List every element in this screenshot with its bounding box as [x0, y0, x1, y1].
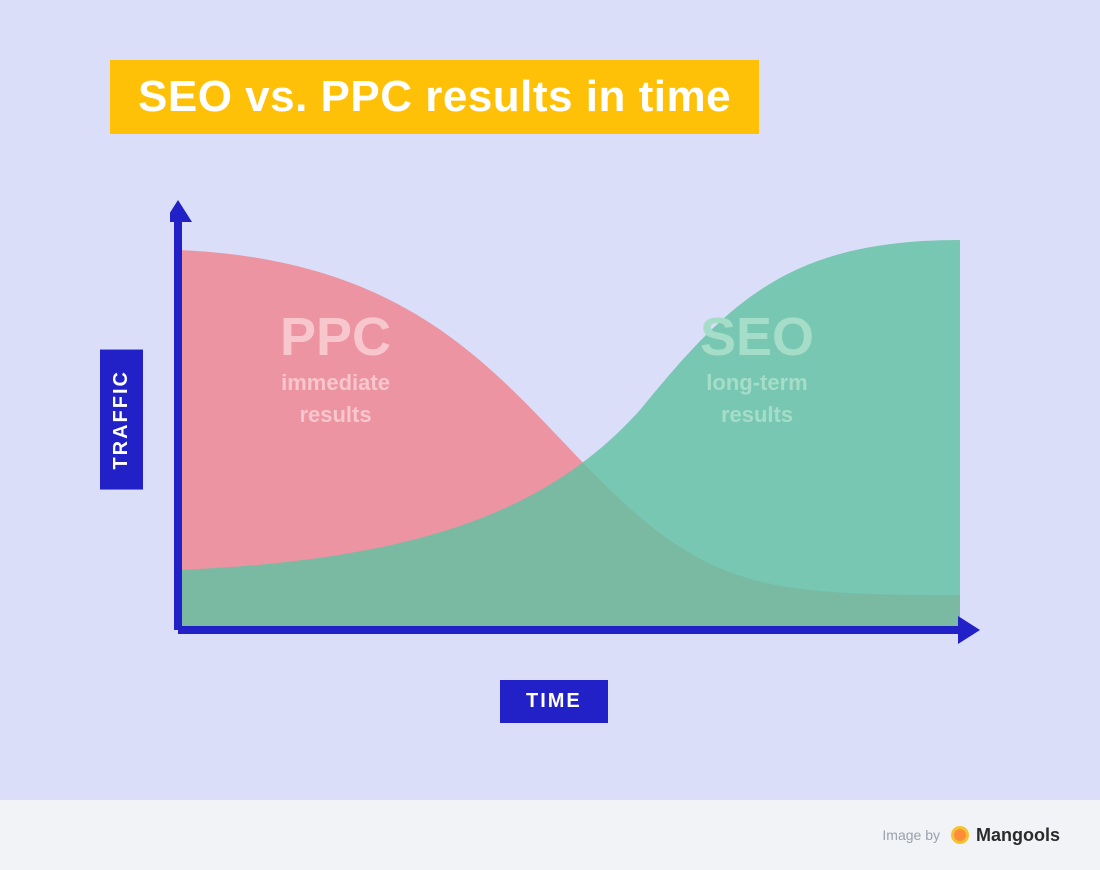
footer-prefix: Image by — [882, 827, 940, 843]
x-axis-label: TIME — [526, 690, 582, 712]
seo-sub1: long-term — [700, 370, 814, 396]
seo-sub2: results — [700, 402, 814, 428]
ppc-label: PPC immediate results — [280, 310, 391, 429]
footer: Image by Mangools — [0, 800, 1100, 870]
ppc-title: PPC — [280, 310, 391, 364]
footer-brand-text: Mangools — [976, 825, 1060, 846]
ppc-sub2: results — [280, 402, 391, 428]
area-chart-svg — [170, 200, 980, 660]
ppc-sub1: immediate — [280, 370, 391, 396]
x-axis-label-box: TIME — [500, 680, 608, 723]
x-axis-arrow — [958, 616, 980, 644]
y-axis-label-box: TRAFFIC — [100, 350, 143, 490]
chart-container: PPC immediate results SEO long-term resu… — [170, 200, 980, 660]
seo-label: SEO long-term results — [700, 310, 814, 429]
infographic-main: SEO vs. PPC results in time PPC immediat… — [0, 0, 1100, 800]
footer-brand: Mangools — [950, 825, 1060, 846]
y-axis-arrow — [170, 200, 192, 222]
title-box: SEO vs. PPC results in time — [110, 60, 759, 134]
mangools-icon — [950, 825, 970, 845]
y-axis-label: TRAFFIC — [110, 370, 132, 470]
mangools-icon-inner — [954, 829, 966, 841]
title-text: SEO vs. PPC results in time — [138, 72, 731, 121]
seo-title: SEO — [700, 310, 814, 364]
